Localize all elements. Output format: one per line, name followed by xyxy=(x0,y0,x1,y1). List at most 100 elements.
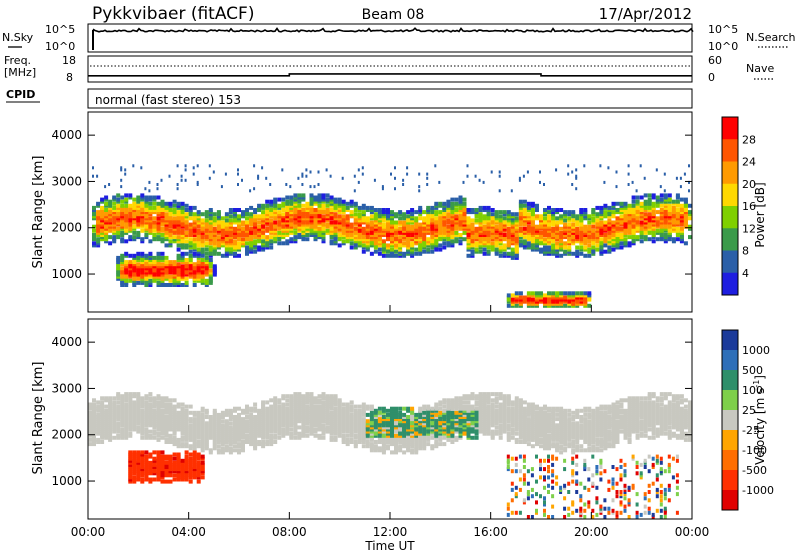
power-cell xyxy=(140,193,145,198)
velocity-cell xyxy=(116,427,121,432)
power-cell xyxy=(607,220,612,225)
power-cell xyxy=(579,235,584,240)
power-cell xyxy=(196,243,201,248)
velocity-cell xyxy=(136,417,141,422)
power-cell xyxy=(522,210,527,215)
velocity-cell xyxy=(253,433,258,438)
power-cell xyxy=(482,224,487,229)
velocity-cell xyxy=(176,402,181,407)
velocity-cell xyxy=(289,406,294,411)
velocity-data-layer xyxy=(88,392,692,519)
velocity-cell xyxy=(100,431,105,436)
power-cell xyxy=(470,218,475,223)
velocity-cell xyxy=(156,431,161,436)
power-cell xyxy=(494,235,499,240)
velocity-cell xyxy=(277,431,282,436)
velocity-cell xyxy=(132,421,137,426)
power-cell xyxy=(249,226,254,231)
power-cell xyxy=(579,295,584,300)
power-cell xyxy=(269,183,272,186)
power-cell xyxy=(667,212,672,217)
power-cell xyxy=(233,239,237,244)
velocity-cell xyxy=(220,431,225,436)
power-cell xyxy=(204,233,209,237)
power-cell xyxy=(583,233,588,237)
power-cell xyxy=(176,264,181,269)
power-cell xyxy=(152,201,157,206)
power-cell xyxy=(241,214,245,219)
power-cell xyxy=(386,233,390,237)
power-cell xyxy=(337,205,342,210)
power-cell xyxy=(522,299,527,304)
velocity-cell xyxy=(369,442,374,447)
power-cell xyxy=(160,258,165,262)
power-cell xyxy=(188,233,193,237)
velocity-cell xyxy=(321,400,326,405)
velocity-cell xyxy=(317,404,322,409)
power-cell xyxy=(522,230,527,235)
velocity-cell xyxy=(144,462,149,467)
power-cell xyxy=(273,220,278,225)
velocity-cell xyxy=(297,394,302,399)
velocity-cell xyxy=(269,440,274,444)
power-cell xyxy=(265,205,270,210)
power-cell xyxy=(377,233,382,237)
power-cell xyxy=(394,235,398,240)
velocity-cell xyxy=(373,408,378,413)
velocity-cell xyxy=(108,396,113,401)
power-cell xyxy=(563,226,568,231)
velocity-cell xyxy=(297,392,302,397)
power-cell xyxy=(522,174,525,178)
power-cell xyxy=(325,218,330,223)
power-cell xyxy=(466,218,471,223)
power-cell xyxy=(470,210,475,215)
power-cell xyxy=(394,253,398,258)
velocity-cell xyxy=(237,448,241,453)
velocity-cell xyxy=(160,467,165,472)
power-cell xyxy=(583,224,588,229)
power-cell xyxy=(160,239,165,244)
velocity-cell xyxy=(265,425,270,430)
power-cell xyxy=(667,222,672,227)
velocity-cell xyxy=(180,437,185,442)
velocity-cell xyxy=(152,412,157,417)
power-cell xyxy=(446,201,451,206)
velocity-cell xyxy=(200,417,205,422)
power-cell xyxy=(100,199,105,204)
power-cell xyxy=(547,297,551,302)
power-cell xyxy=(184,230,189,235)
power-cell xyxy=(663,214,668,219)
power-cell xyxy=(192,214,197,219)
power-cell xyxy=(317,214,322,219)
velocity-cell xyxy=(128,402,133,407)
velocity-cell xyxy=(301,412,306,417)
velocity-cell xyxy=(132,408,137,413)
power-cell xyxy=(104,197,109,202)
velocity-cell xyxy=(253,415,258,419)
velocity-cell xyxy=(220,429,225,434)
power-cell xyxy=(535,230,539,235)
velocity-cell xyxy=(233,444,237,449)
power-cell xyxy=(200,233,205,237)
power-cell xyxy=(100,205,105,210)
power-cell xyxy=(357,168,360,172)
power-cell xyxy=(571,293,576,298)
power-cell xyxy=(269,224,274,229)
power-cell xyxy=(381,239,386,244)
power-cell xyxy=(233,210,237,215)
power-cell xyxy=(224,243,229,248)
power-cell xyxy=(530,247,535,252)
velocity-cell xyxy=(140,417,145,422)
power-cell xyxy=(474,212,479,217)
power-cell xyxy=(683,199,688,204)
power-cell xyxy=(289,220,294,225)
power-cell xyxy=(454,220,459,225)
power-cell xyxy=(559,214,564,219)
power-cell xyxy=(148,255,153,260)
power-cell xyxy=(639,239,644,244)
power-cell xyxy=(381,247,386,252)
power-cell xyxy=(365,230,370,235)
velocity-cell xyxy=(200,406,205,411)
power-cell xyxy=(651,233,656,237)
velocity-cell xyxy=(245,404,249,409)
